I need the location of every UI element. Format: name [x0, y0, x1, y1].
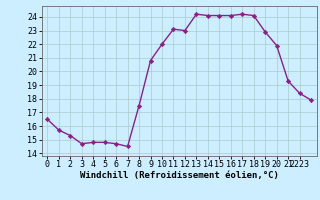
X-axis label: Windchill (Refroidissement éolien,°C): Windchill (Refroidissement éolien,°C) — [80, 171, 279, 180]
